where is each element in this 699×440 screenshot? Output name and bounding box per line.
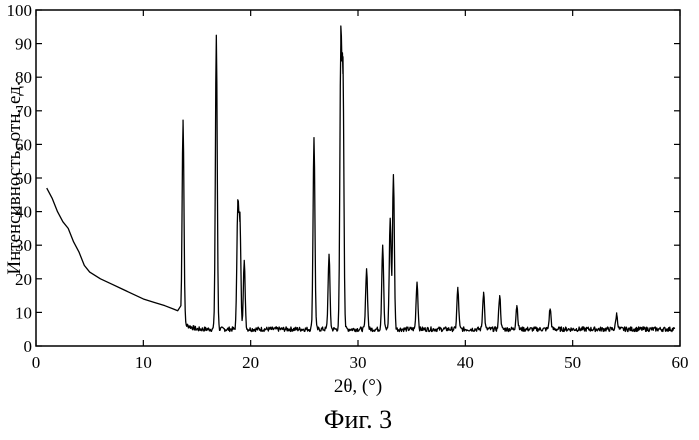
plot-frame <box>36 10 680 346</box>
x-tick-label: 60 <box>672 353 689 372</box>
x-tick-label: 40 <box>457 353 474 372</box>
tick-labels: 01020304050600102030405060708090100 <box>7 1 689 372</box>
x-tick-label: 20 <box>242 353 259 372</box>
x-tick-label: 10 <box>135 353 152 372</box>
y-tick-label: 10 <box>15 303 32 322</box>
series-line-diffraction-pattern <box>47 26 675 332</box>
figure-caption: Фиг. 3 <box>324 405 392 434</box>
x-tick-label: 0 <box>32 353 41 372</box>
y-axis-label: Интенсивность, отн. ед. <box>4 81 25 274</box>
x-axis-label: 2θ, (°) <box>334 376 382 397</box>
y-tick-label: 90 <box>15 35 32 54</box>
y-tick-label: 0 <box>24 337 33 356</box>
ticks <box>36 10 680 346</box>
y-tick-label: 100 <box>7 1 33 20</box>
x-tick-label: 50 <box>564 353 581 372</box>
x-tick-label: 30 <box>350 353 367 372</box>
